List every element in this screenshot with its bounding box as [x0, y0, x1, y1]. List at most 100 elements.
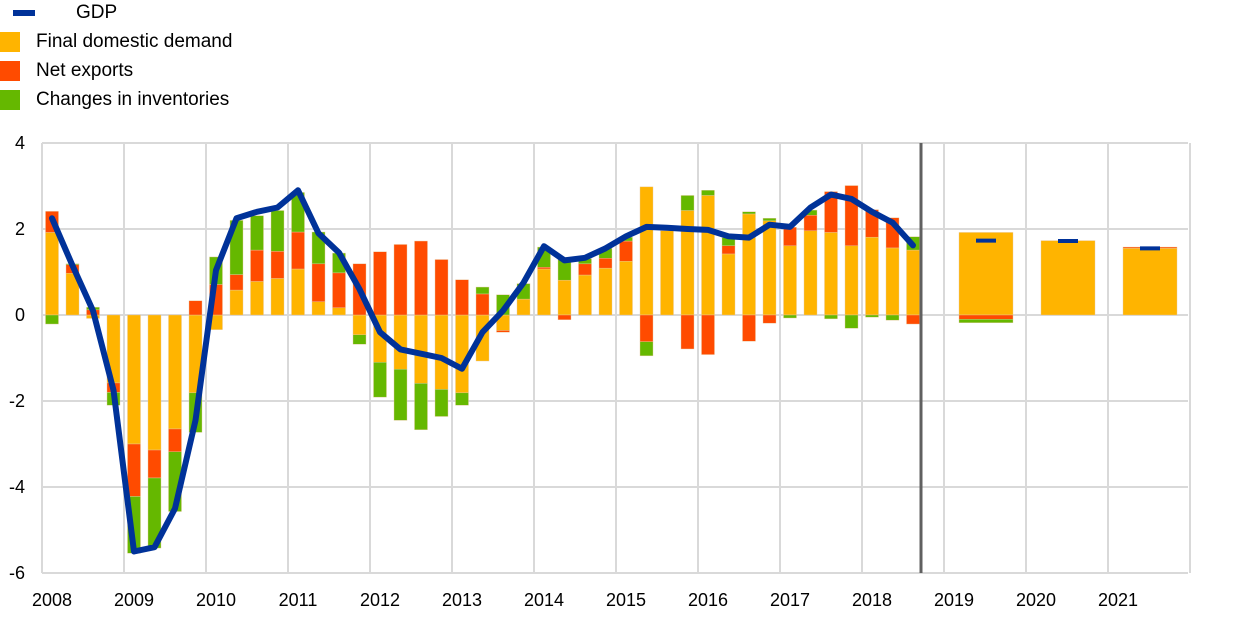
bar-final-domestic-demand	[1040, 240, 1096, 316]
gdp-series	[49, 143, 1160, 573]
bar-net-exports	[250, 249, 264, 282]
bar-net-exports	[332, 272, 346, 308]
bar-changes-in-inventories	[783, 314, 797, 319]
legend-item-gdp: GDP	[12, 0, 117, 27]
bar-net-exports	[762, 314, 777, 324]
bar-net-exports	[291, 231, 305, 270]
bar-changes-in-inventories	[701, 190, 715, 196]
bar-final-domestic-demand	[844, 245, 859, 316]
x-tick-label: 2015	[606, 590, 646, 610]
bar-net-exports	[906, 314, 920, 325]
bar-changes-in-inventories	[393, 368, 408, 421]
bar-net-exports	[496, 330, 510, 333]
bar-changes-in-inventories	[373, 362, 387, 398]
x-tick-label: 2014	[524, 590, 564, 610]
gdp-line	[49, 187, 916, 555]
bar-net-exports	[537, 267, 551, 270]
x-tick-label: 2012	[360, 590, 400, 610]
bar-net-exports	[373, 251, 387, 316]
bar-final-domestic-demand	[803, 230, 818, 316]
bar-net-exports	[639, 314, 654, 342]
bar-final-domestic-demand	[557, 279, 572, 316]
y-tick-label: -4	[9, 477, 25, 497]
bar-final-domestic-demand	[434, 314, 449, 390]
net-exports-swatch-icon	[0, 60, 20, 81]
legend-item-changes-in-inventories: Changes in inventories	[0, 85, 229, 114]
bar-net-exports	[803, 215, 818, 231]
bar-changes-in-inventories	[352, 334, 367, 345]
bar-final-domestic-demand	[537, 268, 551, 316]
inventories-swatch-icon	[0, 89, 20, 110]
bar-final-domestic-demand	[958, 232, 1014, 316]
bar-net-exports	[147, 449, 162, 479]
bar-net-exports	[229, 274, 244, 291]
bar-changes-in-inventories	[742, 211, 756, 215]
bar-changes-in-inventories	[865, 314, 879, 318]
bar-net-exports	[958, 314, 1014, 320]
bar-net-exports	[311, 263, 326, 302]
bar-final-domestic-demand	[352, 314, 367, 335]
bar-final-domestic-demand	[660, 230, 674, 316]
bar-final-domestic-demand	[147, 314, 162, 451]
bar-net-exports	[455, 279, 469, 316]
bars	[45, 185, 1178, 554]
bar-changes-in-inventories	[45, 314, 59, 325]
bar-final-domestic-demand	[270, 278, 285, 316]
bar-final-domestic-demand	[639, 186, 654, 316]
bar-changes-in-inventories	[824, 314, 838, 320]
bar-net-exports	[270, 251, 285, 279]
bar-final-domestic-demand	[250, 281, 264, 316]
y-tick-label: -2	[9, 391, 25, 411]
bar-final-domestic-demand	[516, 298, 531, 316]
bar-net-exports	[393, 244, 408, 316]
bar-final-domestic-demand	[291, 268, 305, 316]
bar-final-domestic-demand	[762, 220, 777, 316]
bar-final-domestic-demand	[229, 289, 244, 316]
bar-net-exports	[475, 293, 490, 316]
bar-final-domestic-demand	[168, 314, 182, 430]
bar-changes-in-inventories	[844, 314, 859, 329]
bar-final-domestic-demand	[332, 307, 346, 316]
bar-net-exports	[414, 240, 428, 316]
bar-final-domestic-demand	[885, 247, 900, 316]
domestic-demand-swatch-icon	[0, 31, 20, 52]
bar-final-domestic-demand	[578, 274, 592, 316]
bar-changes-in-inventories	[270, 210, 285, 252]
x-tick-label: 2017	[770, 590, 810, 610]
y-tick-label: 0	[15, 305, 25, 325]
bar-net-exports	[188, 300, 203, 316]
x-tick-label: 2021	[1098, 590, 1138, 610]
gdp-line-swatch-icon	[13, 9, 35, 16]
x-tick-label: 2009	[114, 590, 154, 610]
bar-net-exports	[824, 191, 838, 233]
bar-net-exports	[557, 314, 572, 320]
x-tick-label: 2010	[196, 590, 236, 610]
bar-net-exports	[598, 258, 613, 269]
bar-changes-in-inventories	[958, 319, 1014, 323]
bar-net-exports	[680, 314, 695, 350]
bar-changes-in-inventories	[475, 286, 490, 295]
y-tick-label: 4	[15, 133, 25, 153]
bar-net-exports	[168, 428, 182, 452]
x-tick-label: 2008	[32, 590, 72, 610]
bar-net-exports	[742, 314, 756, 342]
bar-final-domestic-demand	[598, 267, 613, 316]
bar-final-domestic-demand	[127, 314, 141, 445]
bar-changes-in-inventories	[639, 341, 654, 357]
grid	[41, 142, 1191, 574]
bar-final-domestic-demand	[721, 253, 736, 316]
bar-changes-in-inventories	[414, 383, 428, 431]
bar-final-domestic-demand	[701, 195, 715, 316]
bar-final-domestic-demand	[455, 314, 469, 394]
x-tick-label: 2018	[852, 590, 892, 610]
bar-net-exports	[844, 185, 859, 246]
bar-final-domestic-demand	[906, 249, 920, 316]
bar-net-exports	[434, 259, 449, 316]
bar-net-exports	[127, 443, 141, 497]
y-tick-label: 2	[15, 219, 25, 239]
x-tick-label: 2020	[1016, 590, 1056, 610]
legend-item-net-exports: Net exports	[0, 56, 133, 85]
bar-net-exports	[619, 240, 633, 262]
bar-final-domestic-demand	[311, 301, 326, 316]
